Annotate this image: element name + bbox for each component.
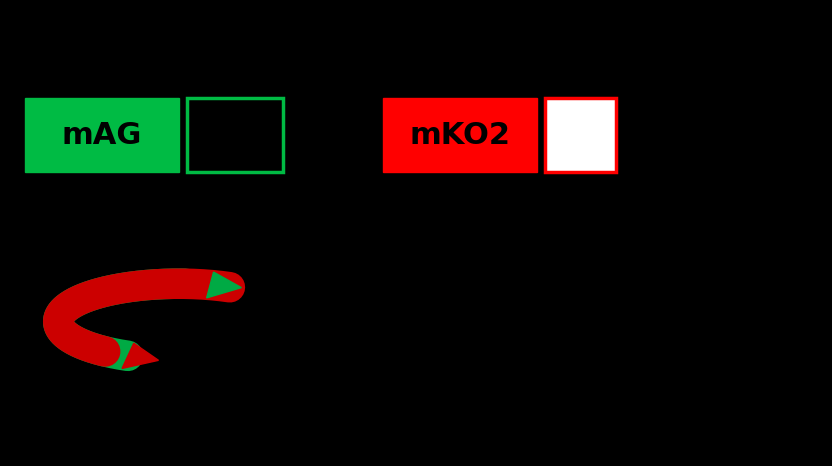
Text: mAG: mAG	[62, 121, 142, 150]
Polygon shape	[122, 343, 158, 369]
Bar	[383, 98, 537, 172]
Bar	[545, 98, 616, 172]
Polygon shape	[206, 272, 241, 298]
Bar	[187, 98, 283, 172]
Text: mKO2: mKO2	[409, 121, 510, 150]
Bar	[25, 98, 179, 172]
